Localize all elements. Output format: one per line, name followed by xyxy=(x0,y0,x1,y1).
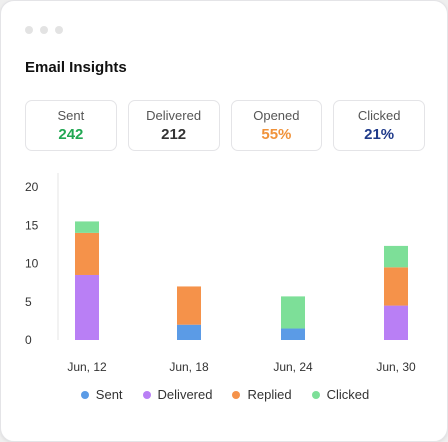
bar-segment-replied xyxy=(75,232,99,275)
x-tick-label: Jun, 24 xyxy=(273,360,313,374)
stat-value: 55% xyxy=(261,126,292,143)
bar-segment-clicked xyxy=(75,221,99,233)
window-dot-icon xyxy=(55,26,63,34)
stat-opened: Opened 55% xyxy=(230,100,323,151)
legend-item-replied: Replied xyxy=(232,387,292,402)
legend-dot-icon xyxy=(232,390,241,399)
window-dot-icon xyxy=(40,26,48,34)
x-tick-label: Jun, 30 xyxy=(376,360,416,374)
y-tick-label: 20 xyxy=(25,180,39,194)
legend-item-delivered: Delivered xyxy=(142,387,213,402)
window-dot-icon xyxy=(25,26,33,34)
legend-label: Replied xyxy=(247,387,292,402)
stat-delivered: Delivered 212 xyxy=(127,100,220,151)
stat-label: Opened xyxy=(253,108,300,123)
stat-label: Clicked xyxy=(357,108,401,123)
legend-dot-icon xyxy=(80,390,89,399)
x-tick-label: Jun, 18 xyxy=(169,360,209,374)
stat-value: 21% xyxy=(364,126,395,143)
legend-label: Delivered xyxy=(157,387,213,402)
stat-label: Delivered xyxy=(146,108,202,123)
legend-label: Sent xyxy=(95,387,123,402)
bar-segment-clicked xyxy=(384,245,408,268)
y-tick-label: 5 xyxy=(25,295,32,309)
bar-segment-clicked xyxy=(281,296,305,329)
legend-item-sent: Sent xyxy=(80,387,123,402)
card-title: Email Insights xyxy=(25,59,127,76)
y-tick-label: 15 xyxy=(25,218,39,232)
legend-dot-icon xyxy=(142,390,151,399)
x-tick-label: Jun, 12 xyxy=(67,360,107,374)
stat-clicked: Clicked 21% xyxy=(333,100,425,151)
stat-label: Sent xyxy=(57,108,85,123)
bar-segment-sent xyxy=(177,324,201,340)
stat-value: 242 xyxy=(58,126,84,143)
stat-sent: Sent 242 xyxy=(25,100,117,151)
legend-item-clicked: Clicked xyxy=(311,387,370,402)
window-dots xyxy=(25,26,63,34)
stats-row: Sent 242 Delivered 212 Opened 55% Clicke… xyxy=(25,100,425,151)
legend-dot-icon xyxy=(311,390,320,399)
stacked-bar-chart: 0 5 10 15 20 Jun, 12 Jun, 18 Jun, 24 Jun, 30 xyxy=(25,173,416,374)
bar-segment-replied xyxy=(177,286,201,325)
chart-legend: Sent Delivered Replied Clicked xyxy=(1,387,447,402)
legend-label: Clicked xyxy=(326,387,370,402)
bar-segment-sent xyxy=(281,328,305,340)
bar-segment-delivered xyxy=(384,305,408,340)
y-tick-label: 10 xyxy=(25,257,39,271)
bar-segment-delivered xyxy=(75,274,99,340)
stat-value: 212 xyxy=(161,126,187,143)
bar-segment-replied xyxy=(384,267,408,306)
y-tick-label: 0 xyxy=(25,333,32,347)
